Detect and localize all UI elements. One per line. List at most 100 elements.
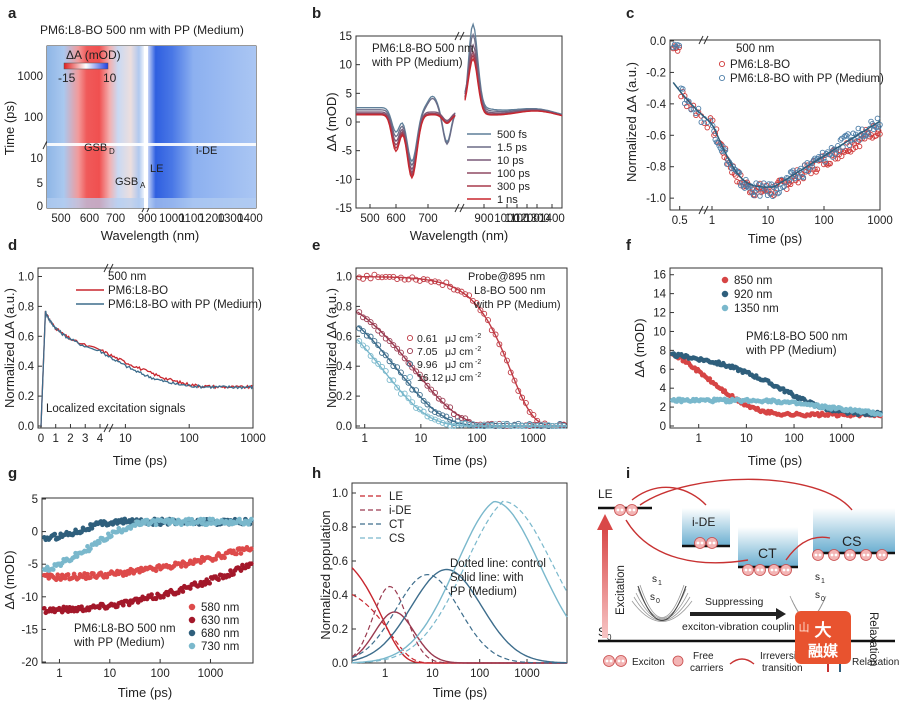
data-point (530, 411, 537, 418)
data-point (864, 129, 870, 136)
chart-title: PM6:L8-BO 500 nm (74, 623, 176, 635)
data-point (367, 333, 374, 340)
y-axis-label: Normalized population (318, 510, 333, 639)
data-point (481, 421, 488, 428)
data-point (874, 115, 881, 122)
legend-label: 300 ps (497, 181, 531, 193)
axes-frame (37, 267, 254, 429)
legend-unit-exp: -2 (475, 372, 481, 379)
data-point (670, 44, 676, 51)
data-point (435, 418, 442, 425)
level-label: CT (758, 545, 777, 561)
x-tick-label: 100 (467, 433, 486, 445)
x-tick-label: 4 (97, 433, 104, 445)
legend-label: 1 ns (497, 194, 518, 206)
data-point (363, 332, 370, 339)
data-point (695, 109, 702, 115)
data-point (541, 422, 548, 429)
data-point (129, 517, 135, 522)
exciton-core (850, 553, 854, 557)
legend-marker (188, 616, 196, 624)
legend-marker (718, 74, 726, 82)
data-point (515, 387, 522, 394)
exciton-core (882, 553, 886, 557)
x-tick-label: 100 (470, 668, 489, 680)
data-point (681, 93, 688, 99)
data-point (435, 410, 442, 417)
data-point (379, 330, 385, 337)
legend-label: LE (389, 491, 403, 503)
data-point (846, 142, 853, 148)
exciton-icon (844, 549, 856, 561)
data-point (822, 159, 828, 165)
x-tick-label: 1400 (539, 213, 565, 225)
potential-well (631, 600, 693, 622)
axes-frame (41, 497, 254, 664)
legend-label: 680 nm (201, 628, 239, 640)
data-point (363, 316, 370, 323)
x-tick-label: 1000 (159, 213, 185, 225)
data-point (522, 400, 529, 406)
y-tick-label: -1.0 (646, 193, 666, 205)
y-tick-label: 15 (339, 31, 352, 43)
exciton-icon (614, 504, 626, 516)
x-tick-label: 100 (814, 215, 833, 227)
x-tick-label: 1 (53, 433, 59, 445)
exciton-core (621, 659, 625, 663)
data-point (367, 352, 374, 359)
data-point (375, 327, 382, 334)
panel-letter: f (626, 237, 632, 254)
exciton-core (609, 659, 613, 663)
heatmap-field (47, 46, 256, 208)
data-point (447, 404, 454, 411)
data-point (360, 342, 366, 349)
data-point (850, 130, 856, 137)
data-point (382, 273, 389, 280)
panel-letter: c (626, 5, 634, 22)
data-point (416, 392, 423, 398)
data-point (507, 369, 514, 376)
potential-well (633, 596, 691, 621)
population-solid-1 (351, 611, 567, 664)
legend-marker (188, 642, 196, 650)
chart-title: PM6:L8-BO 500 nm (746, 331, 848, 343)
exciton-core (814, 553, 818, 557)
x-tick-label: 10 (414, 433, 427, 445)
data-point (688, 106, 694, 113)
data-point (416, 371, 423, 378)
data-point (356, 309, 363, 315)
exciton-core (708, 541, 712, 545)
exciton-icon (860, 549, 872, 561)
data-point (845, 148, 851, 155)
legend-marker (188, 629, 196, 637)
suppress-label: Suppressing (705, 596, 764, 608)
data-point (676, 42, 683, 49)
carrier-icon (672, 655, 684, 667)
kinetic-line-1 (40, 310, 254, 427)
data-point (450, 423, 457, 429)
y-tick-label: 0.2 (332, 624, 348, 636)
data-point (394, 276, 401, 282)
data-point (379, 363, 385, 370)
data-point (488, 422, 495, 429)
y-tick-label: 5 (37, 178, 43, 190)
exciton-core (632, 508, 636, 512)
data-point (855, 125, 862, 132)
data-point (856, 137, 863, 143)
transfer-arrow (639, 478, 853, 511)
x-tick-label: 100 (784, 433, 803, 445)
state-sub: 1 (658, 580, 662, 587)
legend-value: 7.05 (417, 346, 438, 358)
data-point (500, 350, 507, 357)
population-solid-3 (351, 500, 568, 664)
exciton-core (774, 568, 778, 572)
y-tick-label: 0.0 (18, 421, 34, 433)
exciton-core (760, 568, 764, 572)
exciton-core (866, 553, 870, 557)
data-point (420, 397, 427, 404)
x-axis-label: Time (ps) (433, 685, 487, 700)
axis-break (454, 203, 465, 213)
chart-title: PM6:L8-BO 500 nm (372, 43, 474, 55)
x-tick-label: 10 (762, 215, 775, 227)
